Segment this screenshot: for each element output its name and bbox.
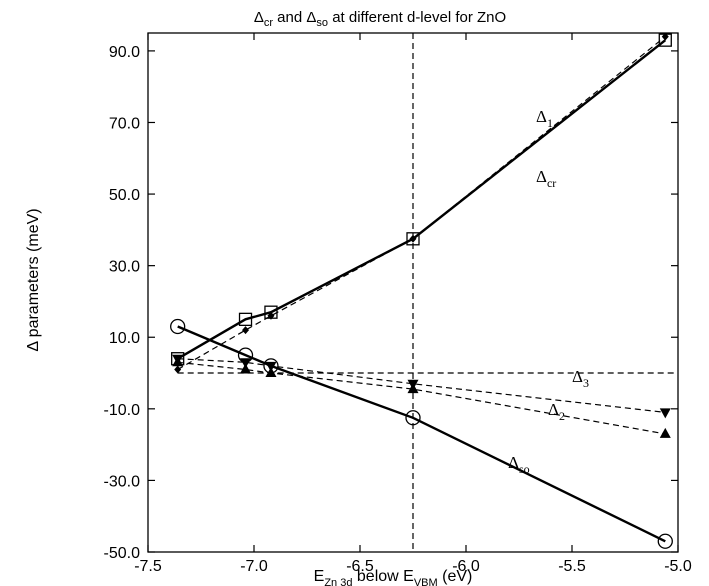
point-s4-1 xyxy=(240,363,252,374)
point-s1-3 xyxy=(409,234,417,243)
point-s4-2 xyxy=(265,367,277,378)
x-tick-label: -7.0 xyxy=(240,558,268,575)
plot-frame xyxy=(147,32,679,553)
chart-title: Δcr and Δso at different d-level for ZnO xyxy=(254,9,506,29)
point-s1-0 xyxy=(174,365,182,374)
point-s3-4 xyxy=(659,408,671,419)
point-s2-3 xyxy=(405,410,421,426)
y-tick-label: -50.0 xyxy=(104,545,141,562)
x-tick-label: -6.5 xyxy=(346,558,374,575)
point-s2-0 xyxy=(170,318,186,335)
series-line-1 xyxy=(177,36,666,371)
point-s2-4 xyxy=(657,533,673,549)
series-label-2: Δ2 xyxy=(548,400,565,423)
x-tick-label: -5.0 xyxy=(664,558,692,575)
series-label-3: Δ3 xyxy=(572,367,589,390)
x-tick-label: -7.5 xyxy=(134,558,162,575)
point-s4-0 xyxy=(172,356,184,367)
point-s1-2 xyxy=(267,311,275,320)
point-s1-1 xyxy=(242,326,250,335)
series-label-cr: Δcr xyxy=(536,167,556,190)
point-s3-1 xyxy=(240,358,252,369)
y-tick-label: 30.0 xyxy=(109,259,140,276)
y-tick-label: 50.0 xyxy=(109,187,140,204)
point-s0-1 xyxy=(238,312,253,326)
point-s4-4 xyxy=(659,427,671,438)
series-label-so: Δso xyxy=(508,453,530,476)
y-tick-label: 10.0 xyxy=(109,330,140,347)
y-axis-title: Δ parameters (meV) xyxy=(25,208,42,351)
point-s4-3 xyxy=(407,383,419,394)
y-tick-label: -30.0 xyxy=(104,473,141,490)
point-s3-2 xyxy=(265,361,277,372)
x-tick-label: -5.5 xyxy=(558,558,586,575)
y-tick-label: 90.0 xyxy=(109,44,140,61)
x-axis-title: EZn 3d below EVBM (eV) xyxy=(314,568,473,586)
point-s0-3 xyxy=(406,232,420,246)
x-tick-label: -6.0 xyxy=(452,558,480,575)
series-line-0 xyxy=(177,39,667,360)
point-s1-4 xyxy=(661,32,669,41)
series-label-1: Δ1 xyxy=(536,107,553,130)
y-tick-label: -10.0 xyxy=(104,402,141,419)
series-line-3 xyxy=(177,358,666,413)
y-tick-label: 70.0 xyxy=(109,115,140,132)
